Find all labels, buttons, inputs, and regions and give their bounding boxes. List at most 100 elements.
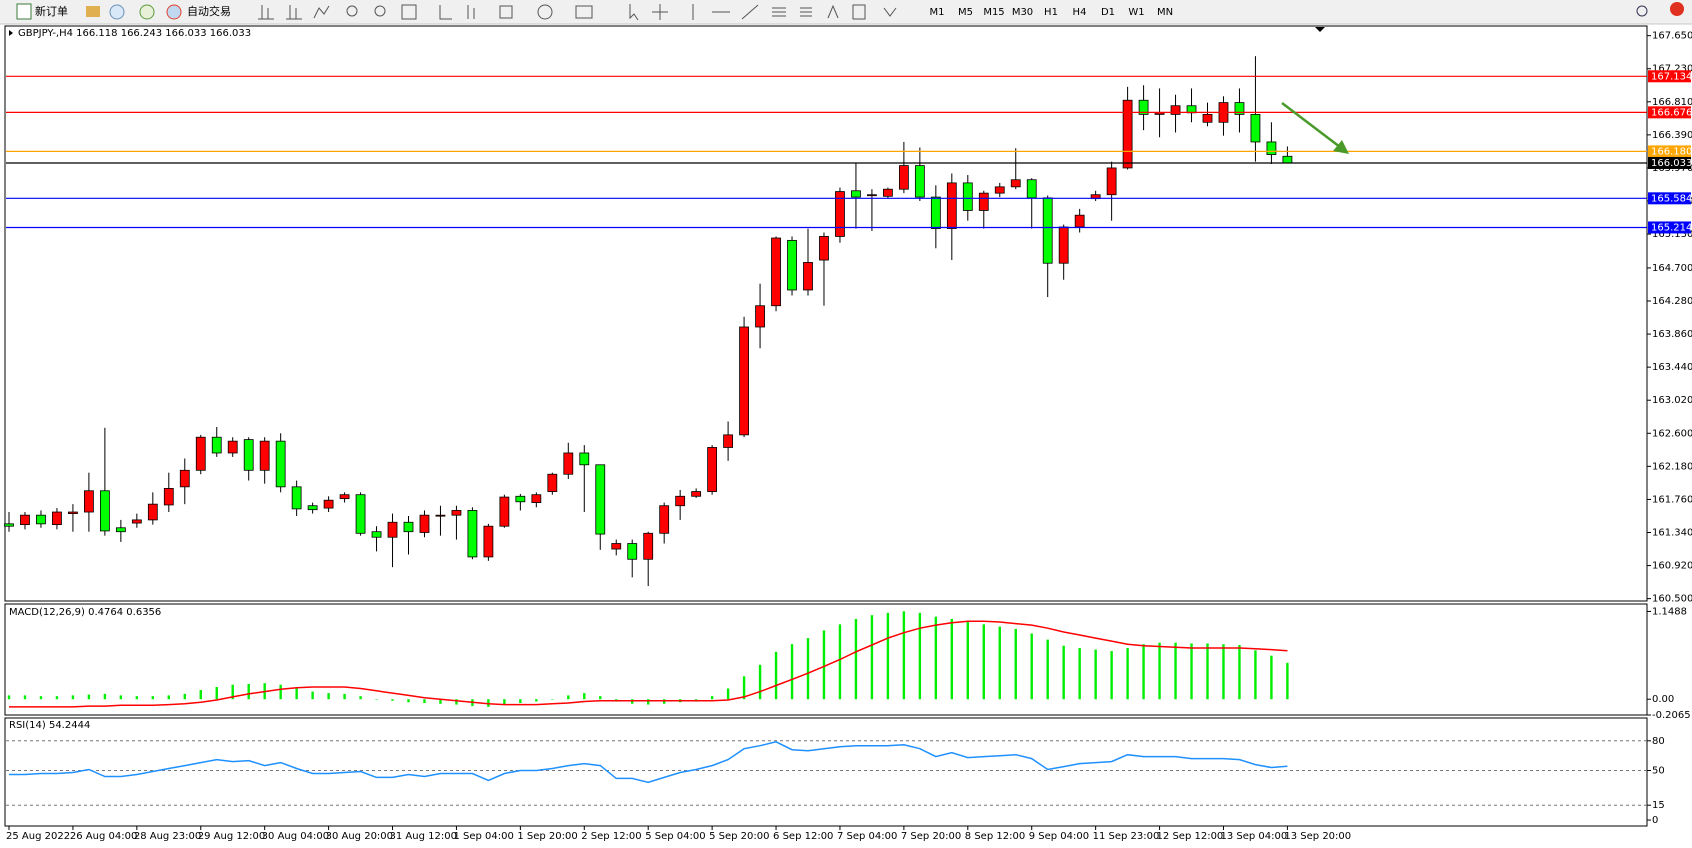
macd-bar	[1222, 644, 1225, 700]
y-tick-label: 160.500	[1652, 594, 1692, 605]
timeframe-button[interactable]: W1	[1128, 7, 1144, 18]
auto-trading-icon[interactable]	[166, 4, 182, 20]
candle-body	[1106, 167, 1117, 196]
timeframe-button[interactable]: D1	[1101, 7, 1115, 18]
new-order-icon[interactable]	[16, 3, 32, 20]
tool-icon[interactable]	[286, 5, 302, 20]
candle-body	[978, 192, 989, 211]
channel-tool[interactable]	[772, 7, 786, 17]
x-tick-label: 6 Sep 12:00	[773, 831, 833, 842]
candle-body	[867, 194, 877, 197]
tool-icon[interactable]	[537, 4, 553, 20]
timeframe-button[interactable]: H1	[1044, 7, 1058, 18]
tool-icon[interactable]	[401, 4, 417, 20]
candle-body	[20, 514, 30, 526]
candle-body	[946, 182, 957, 229]
arrow-tool[interactable]	[883, 7, 897, 17]
candle-body	[451, 510, 462, 516]
timeframe-button[interactable]: M15	[983, 7, 1004, 18]
timeframe-button[interactable]: M1	[930, 7, 945, 18]
y-tick-label: 164.700	[1652, 263, 1692, 274]
candle-body	[930, 196, 941, 229]
timeframe-button[interactable]: H4	[1073, 7, 1087, 18]
macd-bar	[295, 688, 298, 700]
tool-icon[interactable]	[109, 4, 125, 20]
macd-bar	[455, 699, 458, 705]
candle-body	[819, 236, 829, 261]
candle-body	[323, 499, 334, 509]
macd-bar	[423, 699, 426, 704]
notification-icon[interactable]	[1670, 2, 1684, 16]
timeframe-button[interactable]: M5	[958, 7, 973, 18]
plot: 167.650167.230166.810166.390165.970165.5…	[4, 28, 1692, 842]
x-tick-label: 1 Sep 20:00	[517, 831, 577, 842]
tool-icon[interactable]	[86, 6, 100, 17]
y-tick-label: 161.760	[1652, 494, 1692, 505]
tool-icon[interactable]	[139, 4, 155, 20]
tool-icon[interactable]	[258, 5, 274, 20]
candle-body	[179, 469, 190, 488]
candle-body	[771, 237, 781, 307]
x-tick-label: 30 Aug 04:00	[262, 831, 329, 842]
candle-body	[227, 440, 238, 454]
price-label-box	[1648, 221, 1691, 234]
macd-bar	[167, 695, 170, 700]
toolbar-bg	[0, 0, 1692, 24]
y-tick-label: 1.1488	[1652, 606, 1687, 617]
candle-body	[531, 494, 542, 503]
timeframe-button[interactable]: MN	[1157, 7, 1173, 18]
macd-bar	[1110, 651, 1113, 700]
cursor-tool[interactable]	[629, 4, 639, 21]
trendline-tool[interactable]	[741, 4, 759, 20]
y-tick-label: 166.390	[1652, 130, 1692, 141]
candle-body	[1042, 197, 1053, 264]
candle-body	[803, 262, 813, 291]
main-panel	[4, 25, 1648, 602]
crosshair-tool[interactable]	[652, 4, 668, 20]
candle-body	[1234, 102, 1245, 115]
macd-bar	[375, 699, 378, 700]
y-tick-label: 166.810	[1652, 97, 1692, 108]
tool-icon[interactable]	[575, 5, 593, 19]
chart-title: GBPJPY-,H4 166.118 166.243 166.033 166.0…	[18, 28, 251, 39]
macd-bar	[1286, 662, 1289, 700]
candle-body	[1010, 179, 1021, 188]
price-label: 165.214	[1651, 222, 1692, 233]
candle-body	[195, 436, 206, 471]
fibo-tool[interactable]	[800, 7, 812, 17]
macd-bar	[151, 696, 155, 700]
x-tick-label: 13 Sep 20:00	[1284, 831, 1351, 842]
search-icon[interactable]	[1636, 5, 1648, 17]
tool-icon[interactable]	[499, 5, 513, 19]
tool-icon[interactable]	[439, 5, 452, 20]
label-tool[interactable]	[852, 4, 866, 20]
candle-body	[1058, 226, 1069, 264]
auto-trading-button[interactable]: 自动交易	[187, 4, 231, 18]
macd-bar	[1030, 633, 1033, 700]
timeframe-button[interactable]: M30	[1012, 7, 1033, 18]
tool-icon[interactable]	[346, 5, 358, 17]
macd-bar	[870, 615, 874, 700]
tool-icon[interactable]	[374, 5, 386, 17]
y-tick-label: 165.130	[1652, 229, 1692, 240]
tool-icon[interactable]	[467, 5, 475, 19]
macd-bar	[1062, 645, 1065, 700]
new-order-button[interactable]: 新订单	[35, 4, 68, 18]
candle-body	[84, 490, 94, 513]
x-tick-label: 13 Sep 04:00	[1220, 831, 1287, 842]
macd-bar	[7, 695, 11, 700]
macd-bar	[790, 644, 794, 700]
macd-bar	[1078, 648, 1081, 700]
tool-icon[interactable]	[313, 5, 330, 19]
y-tick-label: 161.340	[1652, 527, 1692, 538]
candle-body	[659, 505, 670, 534]
candle-body	[883, 188, 893, 197]
macd-bar	[1238, 644, 1241, 700]
text-tool[interactable]	[827, 4, 839, 19]
candle-body	[707, 447, 718, 492]
price-label: 167.134	[1651, 71, 1692, 82]
y-tick-label: 162.600	[1652, 428, 1692, 439]
price-label-box	[1648, 156, 1691, 169]
macd-bar	[822, 630, 826, 700]
